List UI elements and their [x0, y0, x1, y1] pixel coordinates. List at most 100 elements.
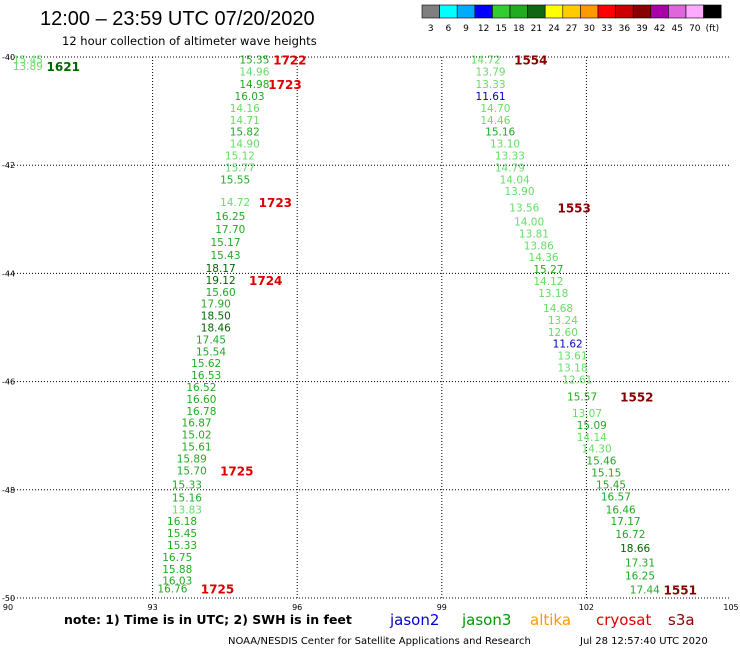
wave-height-value: 13.56 — [509, 202, 539, 214]
footer-note: note: 1) Time is in UTC; 2) SWH is in fe… — [64, 612, 352, 627]
wave-height-value: 15.61 — [182, 442, 212, 454]
colorbar-swatch — [421, 4, 440, 19]
chart-subtitle: 12 hour collection of altimeter wave hei… — [62, 34, 317, 48]
y-tick-label: -48 — [2, 486, 15, 495]
mission-legend-item: jason2 — [389, 611, 439, 629]
colorbar-swatch — [668, 4, 687, 19]
plot-grid — [8, 56, 731, 599]
wave-height-value: 15.02 — [182, 430, 212, 442]
wave-height-value: 14.72 — [471, 55, 501, 67]
wave-height-value: 11.62 — [553, 339, 583, 351]
pass-time-label: 1552 — [620, 391, 653, 405]
colorbar-swatch — [492, 4, 511, 19]
colorbar-swatch — [439, 4, 458, 19]
chart-title: 12:00 – 23:59 UTC 07/20/2020 — [40, 8, 315, 30]
wave-height-value: 18.46 — [201, 323, 231, 335]
wave-height-value: 17.44 — [630, 584, 660, 596]
wave-height-value: 13.90 — [504, 186, 534, 198]
colorbar-swatch — [544, 4, 564, 19]
wave-height-value: 18.17 — [206, 263, 236, 275]
wave-height-value: 15.55 — [220, 174, 250, 186]
wave-height-value: 13.18 — [557, 363, 587, 375]
wave-height-value: 15.17 — [210, 237, 240, 249]
wave-height-value: 15.82 — [230, 127, 260, 139]
colorbar-label: 9 — [463, 24, 469, 34]
wave-height-value: 14.14 — [577, 432, 607, 444]
wave-height-value: 14.68 — [543, 303, 573, 315]
x-tick-label: 102 — [579, 603, 594, 612]
mission-legend: jason2 jason3 altika cryosat s3a — [389, 611, 695, 629]
x-tick-label: 105 — [723, 603, 738, 612]
wave-height-value: 16.03 — [162, 576, 192, 588]
wave-height-value: 14.36 — [529, 252, 559, 264]
wave-height-value: 13.83 — [172, 504, 202, 516]
colorbar-swatch — [685, 4, 704, 19]
colorbar-label: 18 — [513, 24, 525, 34]
wave-height-value: 16.75 — [162, 552, 192, 564]
pass-time-label: 1554 — [514, 54, 547, 68]
wave-height-value: 17.17 — [611, 516, 641, 528]
wave-height-value: 14.90 — [230, 139, 260, 151]
wave-height-value: 16.25 — [215, 211, 245, 223]
wave-height-value: 16.60 — [186, 394, 216, 406]
wave-height-value: 12.60 — [548, 327, 578, 339]
pass-time-label: 1725 — [201, 582, 234, 596]
x-tick-label: 90 — [3, 603, 13, 612]
wave-height-value: 18.50 — [201, 311, 231, 323]
pass-time-label: 1722 — [273, 54, 306, 68]
wave-height-value: 14.96 — [239, 67, 269, 79]
colorbar-label: 24 — [548, 24, 560, 34]
wave-height-value: 15.16 — [485, 127, 515, 139]
colorbar-swatch — [650, 4, 669, 19]
wave-height-value: 16.25 — [625, 570, 655, 582]
colorbar-swatch — [509, 4, 528, 19]
wave-height-value: 15.12 — [225, 150, 255, 162]
colorbar-swatch — [632, 4, 652, 19]
wave-height-value: 15.16 — [172, 492, 202, 504]
wave-height-value: 15.70 — [177, 465, 207, 477]
pass-time-label: 1551 — [664, 583, 697, 597]
wave-height-value: 14.16 — [230, 103, 260, 115]
wave-height-value: 14.12 — [533, 276, 563, 288]
wave-height-value: 15.62 — [191, 358, 221, 370]
wave-height-value: 16.87 — [182, 418, 212, 430]
wave-height-value: 15.54 — [196, 346, 226, 358]
wave-height-value: 17.31 — [625, 557, 655, 569]
colorbar-swatch — [527, 4, 546, 19]
wave-height-value: 15.88 — [162, 564, 192, 576]
pass-time-label: 1553 — [557, 201, 590, 215]
colorbar-label: 30 — [583, 24, 595, 34]
wave-height-value: 16.76 — [157, 583, 187, 595]
wave-height-value: 18.66 — [620, 543, 650, 555]
colorbar-swatch — [597, 4, 616, 19]
wave-height-value: 13.89 — [13, 61, 43, 73]
colorbar-label: (ft) — [706, 24, 720, 34]
mission-legend-item: altika — [530, 611, 571, 629]
colorbar-swatch — [474, 4, 493, 19]
wave-height-value: 15.43 — [210, 250, 240, 262]
pass-time-label: 1724 — [249, 274, 282, 288]
wave-height-value: 15.60 — [206, 287, 236, 299]
wave-height-value: 19.12 — [206, 275, 236, 287]
wave-height-value: 15.27 — [533, 264, 563, 276]
colorbar-swatch — [615, 4, 634, 19]
x-tick-label: 99 — [437, 603, 447, 612]
wave-height-value: 16.03 — [235, 91, 265, 103]
wave-height-value: 15.45 — [13, 55, 43, 67]
wave-height-value: 13.33 — [476, 79, 506, 91]
pass-time-labels: 1621 1722 1723 1723 1724 1725 1725 1554 1553 1552… — [47, 54, 697, 598]
wave-height-value: 13.86 — [524, 240, 554, 252]
colorbar-label: 33 — [601, 24, 612, 34]
wave-height-value: 14.30 — [582, 444, 612, 456]
wave-height-value: 16.53 — [191, 370, 221, 382]
footer-credit: NOAA/NESDIS Center for Satellite Applica… — [228, 636, 531, 647]
y-tick-label: -40 — [2, 53, 15, 62]
footer-timestamp: Jul 28 12:57:40 UTC 2020 — [579, 636, 708, 647]
wave-height-value: 12.61 — [562, 374, 592, 386]
mission-legend-item: cryosat — [596, 611, 651, 629]
wave-height-value: 15.15 — [591, 467, 621, 479]
colorbar-label: 42 — [654, 24, 665, 34]
wave-height-value: 11.61 — [476, 91, 506, 103]
wave-height-value: 14.70 — [480, 103, 510, 115]
pass-time-label: 1725 — [220, 464, 253, 478]
